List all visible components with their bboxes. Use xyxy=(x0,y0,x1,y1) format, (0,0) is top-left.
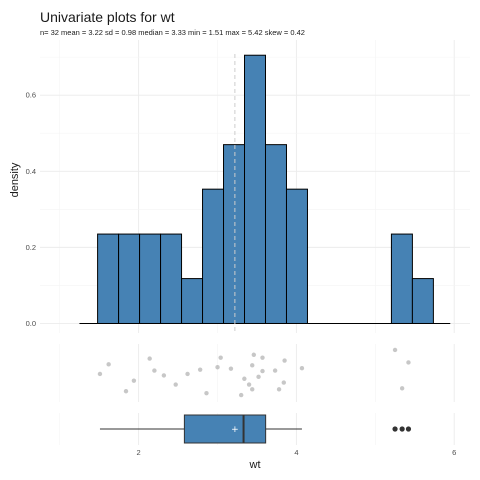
jitter-point xyxy=(276,387,282,392)
x-tick-label: 6 xyxy=(452,448,456,457)
jitter-point xyxy=(392,347,398,353)
histogram-bar xyxy=(118,233,141,324)
jitter-point xyxy=(256,374,261,380)
histogram-bar xyxy=(223,144,246,324)
jitter-point xyxy=(228,366,234,371)
histogram-panel: 0.0 0.2 0.4 0.6 xyxy=(26,40,470,333)
jitter-point xyxy=(218,355,223,360)
jitter-point xyxy=(272,368,278,373)
jitter-point xyxy=(204,390,209,396)
jitter-point xyxy=(399,386,405,391)
jitter-point xyxy=(215,365,220,370)
boxplot-box xyxy=(183,414,267,444)
jitter-point xyxy=(281,380,286,385)
jitter-point xyxy=(406,360,411,365)
histogram-bar xyxy=(285,188,308,324)
histogram-bar xyxy=(390,233,413,324)
histogram-bar xyxy=(411,278,434,324)
jitter-point xyxy=(246,382,252,387)
jitter-point xyxy=(97,371,103,377)
jitter-point xyxy=(161,373,167,378)
chart-subtitle: n= 32 mean = 3.22 sd = 0.98 median = 3.3… xyxy=(40,28,305,37)
jitter-point xyxy=(299,366,305,371)
jitter-point xyxy=(106,362,111,367)
histogram-bar xyxy=(97,233,120,324)
jitter-point xyxy=(260,355,265,360)
jitter-point xyxy=(242,376,247,381)
boxplot-outlier xyxy=(405,426,412,432)
boxplot-mean-marker: + xyxy=(231,425,239,435)
histogram-bar xyxy=(139,233,162,324)
y-tick-label: 0.0 xyxy=(26,319,36,328)
y-tick-label: 0.6 xyxy=(26,91,36,100)
jitter-point xyxy=(250,363,255,368)
jitter-point xyxy=(147,356,152,361)
boxplot-outlier xyxy=(392,426,398,432)
x-tick-label: 4 xyxy=(294,448,298,457)
histogram-bar xyxy=(181,278,204,324)
jitter-point xyxy=(282,358,287,363)
x-tick-label: 2 xyxy=(137,448,141,457)
jitter-point xyxy=(152,368,157,373)
boxplot-outlier xyxy=(399,426,405,432)
histogram-bar xyxy=(160,233,183,324)
jitter-panel xyxy=(59,344,455,402)
histogram-bar xyxy=(202,188,225,324)
jitter-point xyxy=(131,378,137,383)
jitter-point xyxy=(251,352,257,357)
jitter-point xyxy=(260,368,265,374)
y-tick-label: 0.4 xyxy=(26,167,36,176)
jitter-point xyxy=(197,367,203,372)
y-tick-label: 0.2 xyxy=(26,243,36,252)
x-axis-label: wt xyxy=(249,459,261,471)
jitter-point xyxy=(123,389,129,394)
histogram-bar xyxy=(264,144,287,324)
jitter-point xyxy=(185,371,190,377)
histogram-bar xyxy=(244,54,266,324)
jitter-point xyxy=(173,382,178,387)
jitter-point xyxy=(250,387,255,392)
boxplot-panel: +2 4 6 xyxy=(59,413,456,457)
y-axis-label: density xyxy=(9,162,21,197)
chart-title: Univariate plots for wt xyxy=(40,9,175,25)
jitter-point xyxy=(238,392,244,398)
